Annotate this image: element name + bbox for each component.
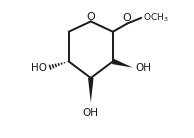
- Text: OCH$_3$: OCH$_3$: [143, 11, 168, 23]
- Polygon shape: [88, 78, 94, 103]
- Polygon shape: [112, 59, 133, 68]
- Text: HO: HO: [31, 63, 47, 73]
- Text: O: O: [122, 13, 131, 23]
- Text: OH: OH: [135, 63, 151, 73]
- Text: OH: OH: [83, 108, 99, 118]
- Text: O: O: [86, 12, 95, 22]
